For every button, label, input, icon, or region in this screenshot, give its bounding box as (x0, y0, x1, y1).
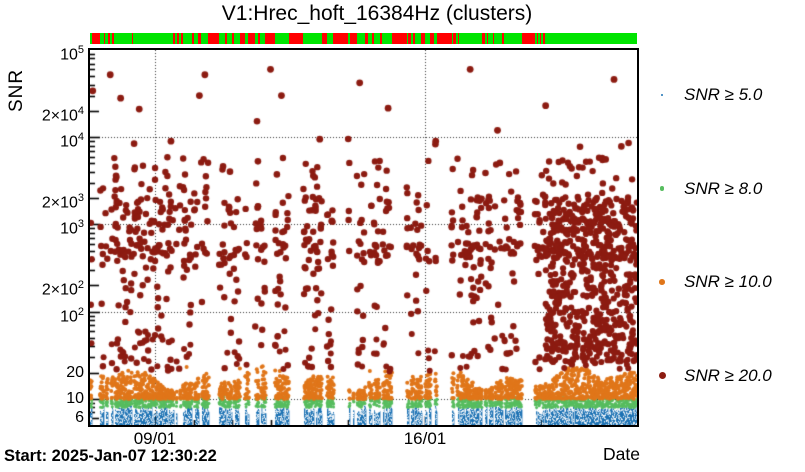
status-off-segment (391, 33, 407, 44)
status-off-segment (379, 33, 383, 44)
status-off-segment (191, 33, 194, 44)
status-off-segment (481, 33, 485, 44)
y-tick-label: 105 (60, 44, 84, 64)
status-off-segment (408, 33, 411, 44)
status-off-segment (231, 33, 234, 44)
x-tick-label: 09/01 (133, 429, 177, 448)
status-off-segment (486, 33, 489, 44)
status-off-segment (421, 33, 425, 44)
legend-entry: SNR ≥ 20.0 (648, 365, 803, 387)
legend-label: SNR ≥ 5.0 (684, 85, 763, 104)
status-off-segment (536, 33, 538, 44)
x-tick-label: 16/01 (403, 429, 447, 448)
status-off-segment (502, 33, 505, 44)
status-off-segment (371, 33, 374, 44)
status-off-segment (239, 33, 245, 44)
y-tick-label: 2×104 (41, 104, 84, 125)
status-off-segment (265, 33, 275, 44)
status-off-segment (173, 33, 176, 44)
y-tick-label: 10 (66, 389, 84, 407)
legend-marker-icon (659, 186, 665, 191)
status-off-segment (413, 33, 415, 44)
legend-entry: SNR ≥ 5.0 (648, 84, 803, 106)
status-off-segment (521, 33, 535, 44)
lock-status-bar (90, 33, 637, 44)
legend-entry: SNR ≥ 10.0 (648, 271, 803, 293)
status-off-segment (430, 33, 435, 44)
status-off-segment (180, 33, 183, 44)
status-off-segment (365, 33, 369, 44)
status-off-segment (198, 33, 202, 44)
status-off-segment (436, 33, 452, 44)
plot-area[interactable] (88, 48, 639, 427)
status-off-segment (288, 33, 304, 44)
status-off-segment (91, 33, 100, 44)
status-off-segment (176, 33, 180, 44)
legend-marker-icon (658, 372, 666, 379)
status-off-segment (131, 33, 134, 44)
status-off-segment (349, 33, 353, 44)
status-off-segment (258, 33, 261, 44)
legend-label: SNR ≥ 20.0 (684, 365, 772, 385)
y-tick-label: 6 (75, 409, 84, 427)
status-off-segment (540, 33, 542, 44)
y-tick-label: 102 (60, 305, 84, 325)
y-tick-label: 20 (66, 363, 84, 381)
y-tick-label: 2×103 (41, 192, 84, 212)
legend-label: SNR ≥ 10.0 (683, 272, 772, 291)
y-tick-label: 2×102 (41, 279, 84, 299)
status-off-segment (208, 33, 219, 44)
start-timestamp: Start: 2025-Jan-07 12:30:22 (4, 447, 217, 465)
status-off-segment (333, 33, 349, 44)
status-off-segment (248, 33, 256, 44)
legend-label: SNR ≥ 8.0 (683, 178, 763, 198)
status-off-segment (353, 33, 357, 44)
legend-marker-icon (659, 279, 665, 285)
status-off-segment (112, 33, 115, 44)
y-tick-label: 104 (60, 131, 84, 151)
status-off-segment (543, 33, 545, 44)
legend-marker-icon (661, 94, 663, 96)
plot-title: V1:Hrec_hoft_16384Hz (clusters) (221, 2, 533, 25)
legend-entry: SNR ≥ 8.0 (648, 178, 803, 200)
status-off-segment (321, 33, 327, 44)
status-off-segment (492, 33, 495, 44)
y-tick-label: 103 (60, 218, 84, 238)
status-off-segment (107, 33, 111, 44)
status-off-segment (458, 33, 460, 44)
scatter-canvas (90, 50, 637, 425)
status-off-segment (225, 33, 227, 44)
status-off-segment (453, 33, 457, 44)
status-off-segment (103, 33, 106, 44)
x-axis-title: Date (603, 444, 640, 464)
